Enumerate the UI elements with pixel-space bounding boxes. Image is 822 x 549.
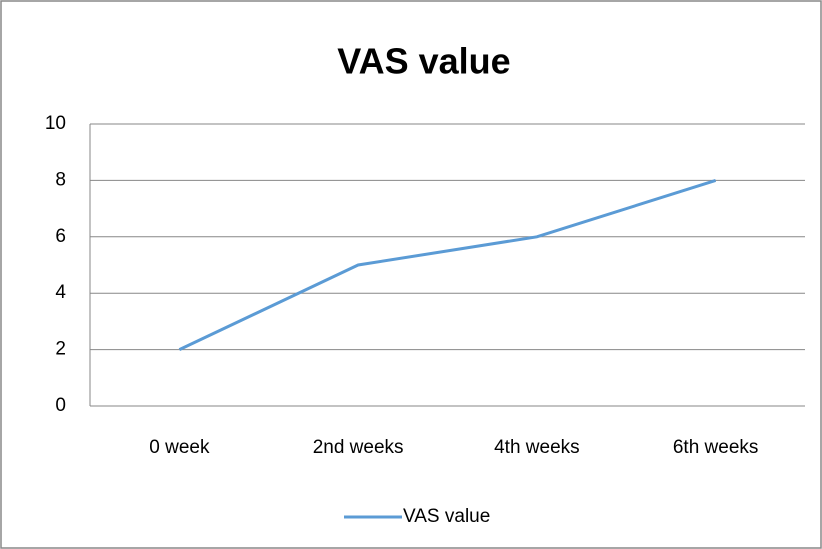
x-tick-label: 6th weeks xyxy=(673,437,759,458)
chart-title: VAS value xyxy=(337,41,510,82)
x-tick-label: 4th weeks xyxy=(494,437,580,458)
x-tick-label: 2nd weeks xyxy=(313,437,404,458)
x-tick-label: 0 week xyxy=(149,437,210,458)
y-tick-label: 10 xyxy=(45,113,66,134)
series-line xyxy=(178,178,717,351)
legend-label: VAS value xyxy=(403,506,490,527)
y-tick-label: 4 xyxy=(55,282,66,303)
y-tick-label: 2 xyxy=(55,339,66,360)
y-tick-label: 6 xyxy=(55,226,66,247)
y-tick-label: 8 xyxy=(55,169,66,190)
y-tick-label: 0 xyxy=(55,395,66,416)
